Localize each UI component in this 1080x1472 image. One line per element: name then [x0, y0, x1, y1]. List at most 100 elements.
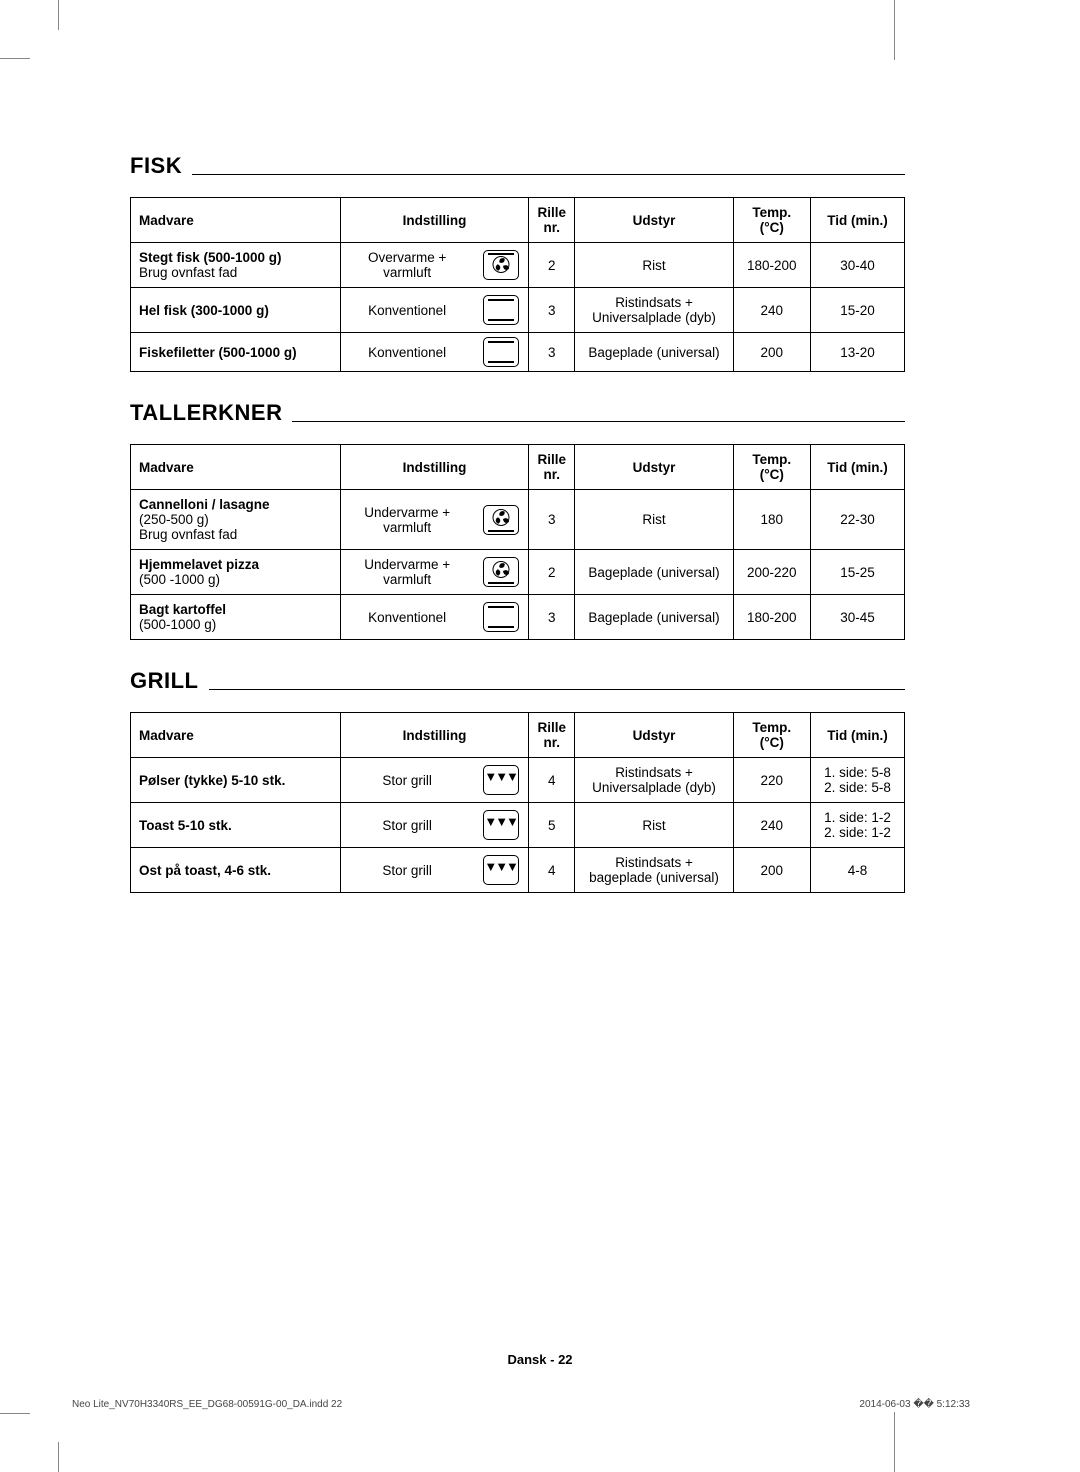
cell-udstyr: Bageplade (universal) — [575, 595, 733, 640]
cell-temp: 200 — [733, 848, 810, 893]
cell-icon — [473, 243, 528, 288]
page-footer: Dansk - 22 — [0, 1352, 1080, 1367]
cell-icon: ▼▼▼ — [473, 803, 528, 848]
footer-page: 22 — [558, 1352, 572, 1367]
table-row: Ost på toast, 4-6 stk.Stor grill▼▼▼4Rist… — [131, 848, 905, 893]
page-content: FISK Madvare Indstilling Rillenr. Udstyr… — [130, 125, 905, 893]
cell-madvare: Ost på toast, 4-6 stk. — [131, 848, 341, 893]
table-row: Bagt kartoffel(500-1000 g)Konventionel3B… — [131, 595, 905, 640]
section-header-grill: GRILL — [130, 668, 905, 694]
footer-sep: - — [547, 1352, 559, 1367]
footline-right: 2014-06-03 �� 5:12:33 — [859, 1399, 970, 1410]
table-header-row: Madvare Indstilling Rillenr. Udstyr Temp… — [131, 445, 905, 490]
table-header-row: Madvare Indstilling Rillenr. Udstyr Temp… — [131, 713, 905, 758]
col-udstyr: Udstyr — [575, 445, 733, 490]
cell-temp: 240 — [733, 288, 810, 333]
cell-temp: 180-200 — [733, 243, 810, 288]
cell-rille: 4 — [529, 848, 575, 893]
section-header-fisk: FISK — [130, 153, 905, 179]
col-tid: Tid (min.) — [810, 713, 904, 758]
cell-madvare: Toast 5-10 stk. — [131, 803, 341, 848]
cell-icon — [473, 490, 528, 550]
cell-madvare: Pølser (tykke) 5-10 stk. — [131, 758, 341, 803]
cell-rille: 3 — [529, 288, 575, 333]
cell-rille: 3 — [529, 595, 575, 640]
cell-udstyr: Bageplade (universal) — [575, 550, 733, 595]
oven-conventional-icon — [483, 602, 519, 632]
section-rule — [292, 421, 905, 422]
table-row: Hjemmelavet pizza(500 -1000 g)Undervarme… — [131, 550, 905, 595]
cell-madvare: Fiskefiletter (500-1000 g) — [131, 333, 341, 372]
cell-icon — [473, 288, 528, 333]
footer-lang: Dansk — [507, 1352, 546, 1367]
section-title: FISK — [130, 153, 182, 179]
cell-indstilling: Konventionel — [341, 333, 474, 372]
cell-indstilling: Konventionel — [341, 288, 474, 333]
cell-tid: 22-30 — [810, 490, 904, 550]
cell-icon — [473, 595, 528, 640]
col-rille: Rillenr. — [529, 713, 575, 758]
oven-conventional-icon — [483, 295, 519, 325]
cell-tid: 1. side: 5-82. side: 5-8 — [810, 758, 904, 803]
col-madvare: Madvare — [131, 713, 341, 758]
cell-tid: 30-40 — [810, 243, 904, 288]
cell-temp: 180-200 — [733, 595, 810, 640]
cell-icon: ▼▼▼ — [473, 758, 528, 803]
col-tid: Tid (min.) — [810, 198, 904, 243]
cell-rille: 4 — [529, 758, 575, 803]
cell-tid: 1. side: 1-22. side: 1-2 — [810, 803, 904, 848]
cell-udstyr: Ristindsats +Universalplade (dyb) — [575, 758, 733, 803]
cell-temp: 220 — [733, 758, 810, 803]
table-row: Fiskefiletter (500-1000 g)Konventionel 3B… — [131, 333, 905, 372]
cell-tid: 15-20 — [810, 288, 904, 333]
col-udstyr: Udstyr — [575, 713, 733, 758]
table-body: Pølser (tykke) 5-10 stk.Stor grill▼▼▼4Ri… — [131, 758, 905, 893]
cell-temp: 180 — [733, 490, 810, 550]
col-madvare: Madvare — [131, 198, 341, 243]
oven-grill-icon: ▼▼▼ — [483, 810, 519, 840]
table-fisk: Madvare Indstilling Rillenr. Udstyr Temp… — [130, 197, 905, 372]
cell-rille: 3 — [529, 333, 575, 372]
col-temp: Temp.(°C) — [733, 198, 810, 243]
cell-udstyr: Rist — [575, 243, 733, 288]
oven-grill-icon: ▼▼▼ — [483, 855, 519, 885]
cell-indstilling: Overvarme + varmluft — [341, 243, 474, 288]
cell-rille: 3 — [529, 490, 575, 550]
cell-tid: 13-20 — [810, 333, 904, 372]
table-row: Stegt fisk (500-1000 g)Brug ovnfast fadO… — [131, 243, 905, 288]
cell-tid: 30-45 — [810, 595, 904, 640]
section-header-tallerkner: TALLERKNER — [130, 400, 905, 426]
cell-madvare: Cannelloni / lasagne(250-500 g)Brug ovnf… — [131, 490, 341, 550]
cell-madvare: Hjemmelavet pizza(500 -1000 g) — [131, 550, 341, 595]
col-indstilling: Indstilling — [341, 198, 529, 243]
cell-indstilling: Stor grill — [341, 803, 474, 848]
table-row: Hel fisk (300-1000 g)Konventionel3Ristin… — [131, 288, 905, 333]
col-rille: Rillenr. — [529, 198, 575, 243]
col-indstilling: Indstilling — [341, 445, 529, 490]
cell-madvare: Hel fisk (300-1000 g) — [131, 288, 341, 333]
section-title: GRILL — [130, 668, 199, 694]
col-udstyr: Udstyr — [575, 198, 733, 243]
section-rule — [192, 174, 905, 175]
oven-top-fan-icon — [483, 250, 519, 280]
cell-icon: ▼▼▼ — [473, 848, 528, 893]
oven-conventional-icon — [483, 337, 519, 367]
table-tallerkner: Madvare Indstilling Rillenr. Udstyr Temp… — [130, 444, 905, 640]
oven-bottom-fan-icon — [483, 557, 519, 587]
cell-udstyr: Rist — [575, 803, 733, 848]
table-header-row: Madvare Indstilling Rillenr. Udstyr Temp… — [131, 198, 905, 243]
col-temp: Temp.(°C) — [733, 445, 810, 490]
col-tid: Tid (min.) — [810, 445, 904, 490]
cell-indstilling: Undervarme + varmluft — [341, 550, 474, 595]
table-body: Stegt fisk (500-1000 g)Brug ovnfast fadO… — [131, 243, 905, 372]
cell-madvare: Bagt kartoffel(500-1000 g) — [131, 595, 341, 640]
cell-indstilling: Undervarme + varmluft — [341, 490, 474, 550]
section-rule — [209, 689, 906, 690]
cell-icon — [473, 550, 528, 595]
table-row: Toast 5-10 stk.Stor grill▼▼▼5Rist2401. s… — [131, 803, 905, 848]
table-row: Pølser (tykke) 5-10 stk.Stor grill▼▼▼4Ri… — [131, 758, 905, 803]
table-row: Cannelloni / lasagne(250-500 g)Brug ovnf… — [131, 490, 905, 550]
print-footline: Neo Lite_NV70H3340RS_EE_DG68-00591G-00_D… — [72, 1399, 970, 1410]
cell-udstyr: Bageplade (universal) — [575, 333, 733, 372]
cell-indstilling: Stor grill — [341, 848, 474, 893]
